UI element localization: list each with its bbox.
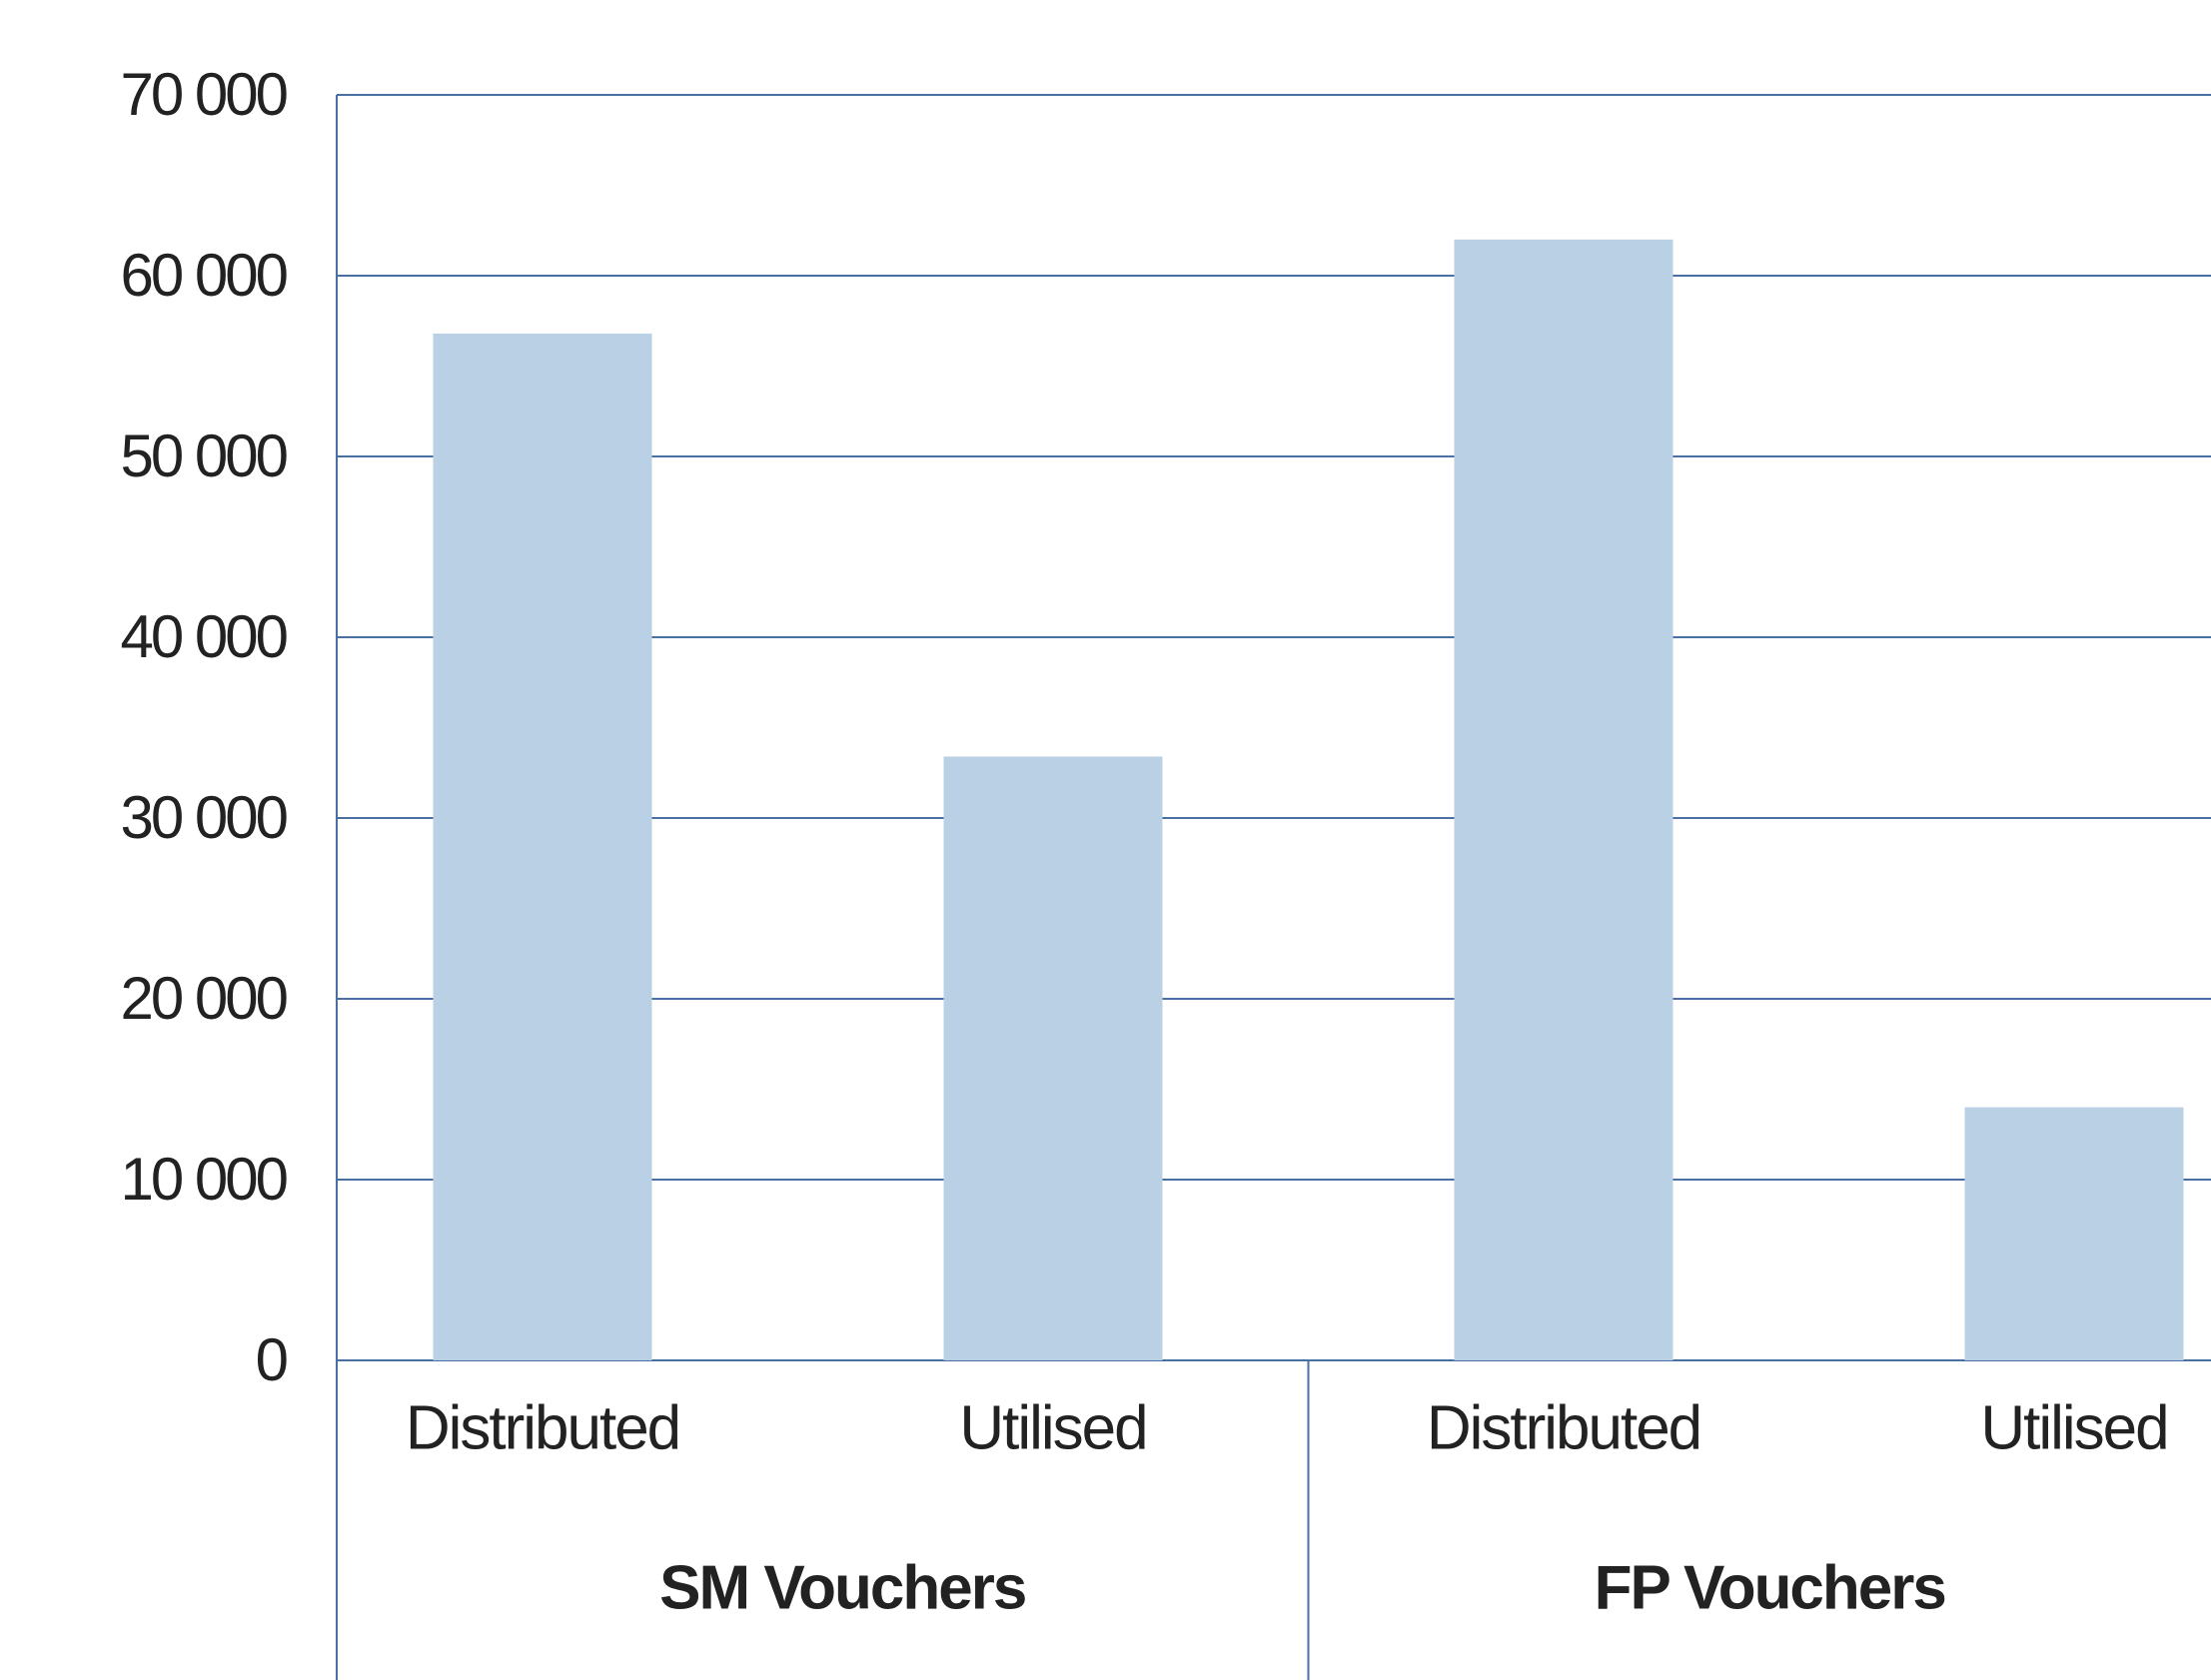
bar <box>1454 239 1673 1360</box>
x-tick-label: Utilised <box>959 1393 1146 1462</box>
y-tick-label: 60 000 <box>120 242 287 309</box>
y-tick-label: 70 000 <box>120 61 287 128</box>
group-label: FP Vouchers <box>1595 1553 1945 1622</box>
x-tick-label: Utilised <box>1980 1393 2167 1462</box>
y-tick-label: 20 000 <box>120 965 287 1032</box>
y-tick-label: 50 000 <box>120 422 287 489</box>
bar <box>1964 1107 2184 1360</box>
bar <box>433 333 652 1360</box>
y-tick-label: 0 <box>256 1326 288 1393</box>
x-tick-label: Distributed <box>406 1393 679 1462</box>
group-label: SM Vouchers <box>659 1553 1025 1622</box>
x-tick-label: Distributed <box>1427 1393 1700 1462</box>
y-tick-label: 40 000 <box>120 603 287 670</box>
bar <box>943 756 1163 1360</box>
y-tick-label: 30 000 <box>120 784 287 851</box>
y-tick-label: 10 000 <box>120 1146 287 1213</box>
